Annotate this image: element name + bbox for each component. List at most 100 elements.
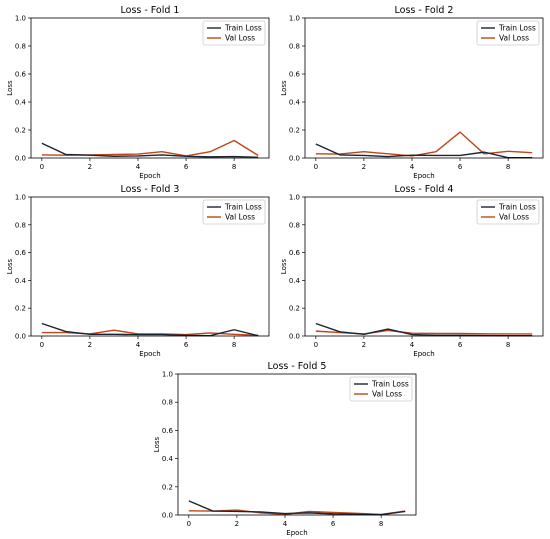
val-loss-line [315,131,533,157]
x-tick-label: 2 [362,341,366,349]
x-tick-label: 0 [187,520,191,528]
y-tick-label: 0.2 [289,127,300,135]
y-axis-label: Loss [153,436,161,452]
legend-label-val: Val Loss [499,213,529,222]
y-tick-label: 0.6 [15,249,27,257]
y-tick-label: 0.8 [15,43,26,51]
plot-frame [177,373,417,516]
y-tick-label: 0.8 [162,399,173,407]
y-tick-label: 0.0 [162,512,173,520]
y-tick-label: 1.0 [289,15,300,23]
x-tick-label: 8 [379,520,383,528]
legend-label-train: Train Loss [224,24,262,33]
x-tick-label: 2 [88,341,92,349]
y-tick-label: 0.0 [15,155,26,163]
y-tick-label: 0.0 [289,333,300,341]
plot-frame [304,17,544,159]
x-axis-label: Epoch [413,350,434,358]
y-tick-label: 0.8 [289,43,300,51]
chart-panel-fold-2: Loss - Fold 2 0.0 0.2 0.4 0.6 0.8 1.0 0 2 4 6 8 Epoc… [280,5,544,180]
x-tick-label: 6 [184,341,189,349]
train-loss-line [315,143,533,159]
legend-label-train: Train Loss [498,203,536,212]
x-tick-label: 6 [458,341,463,349]
y-axis-label: Loss [6,258,14,274]
legend-box [202,20,266,46]
y-tick-label: 0.6 [162,427,174,435]
x-tick-label: 8 [232,163,236,171]
legend-label-val: Val Loss [499,34,529,43]
train-loss-line [188,500,406,516]
legend-box [476,199,540,225]
x-tick-label: 0 [40,163,44,171]
x-axis-label: Epoch [413,172,434,180]
x-tick-label: 2 [235,520,239,528]
x-tick-label: 4 [136,341,141,349]
x-tick-label: 2 [88,163,92,171]
chart-title: Loss - Fold 5 [268,361,327,372]
x-tick-label: 8 [506,163,510,171]
y-axis-label: Loss [280,258,288,274]
x-tick-label: 6 [331,520,336,528]
legend-box [202,199,266,225]
x-axis-label: Epoch [286,529,307,537]
y-axis-label: Loss [6,80,14,96]
x-axis-label: Epoch [139,350,160,358]
y-tick-label: 1.0 [289,194,300,202]
y-tick-label: 1.0 [15,15,26,23]
x-tick-label: 8 [232,341,236,349]
x-axis-label: Epoch [139,172,160,180]
y-tick-label: 0.2 [15,127,26,135]
chart-title: Loss - Fold 3 [121,184,180,195]
y-axis-label: Loss [280,80,288,96]
x-tick-label: 2 [362,163,366,171]
plot-frame [30,17,270,159]
y-tick-label: 0.6 [15,71,27,79]
legend-label-val: Val Loss [225,213,255,222]
chart-title: Loss - Fold 2 [395,5,454,16]
chart-panel-fold-1: Loss - Fold 1 0.0 0.2 0.4 0.6 0.8 1.0 0 2 4 6 8 Epoc… [6,5,270,180]
y-tick-label: 0.8 [289,221,300,229]
y-tick-label: 0.4 [289,277,301,285]
x-tick-label: 4 [136,163,141,171]
plot-frame [30,196,270,337]
y-tick-label: 0.4 [15,99,27,107]
x-tick-label: 0 [314,341,318,349]
y-tick-label: 0.4 [15,277,27,285]
legend-label-val: Val Loss [372,390,402,399]
legend-label-train: Train Loss [224,203,262,212]
legend-label-train: Train Loss [498,24,536,33]
legend-label-train: Train Loss [371,380,409,389]
y-tick-label: 0.0 [289,155,300,163]
legend-label-val: Val Loss [225,34,255,43]
chart-panel-fold-5: Loss - Fold 5 0.0 0.2 0.4 0.6 0.8 1.0 0 2 4 6 8 Epoc… [153,361,417,537]
y-tick-label: 0.2 [289,305,300,313]
y-tick-label: 0.4 [162,455,174,463]
y-tick-label: 1.0 [162,371,173,379]
legend-box [476,20,540,46]
chart-panel-fold-3: Loss - Fold 3 0.0 0.2 0.4 0.6 0.8 1.0 0 2 4 6 8 Epoc… [6,184,270,358]
x-tick-label: 4 [410,341,415,349]
chart-panel-fold-4: Loss - Fold 4 0.0 0.2 0.4 0.6 0.8 1.0 0 2 4 6 8 Epoc… [280,184,544,358]
y-tick-label: 0.0 [15,333,26,341]
x-tick-label: 6 [458,163,463,171]
plot-frame [304,196,544,337]
y-tick-label: 0.2 [162,483,173,491]
x-tick-label: 6 [184,163,189,171]
y-tick-label: 0.6 [289,71,301,79]
train-loss-line [41,322,259,337]
x-tick-label: 4 [283,520,288,528]
y-tick-label: 1.0 [15,194,26,202]
train-loss-line [41,142,259,158]
chart-title: Loss - Fold 1 [121,5,180,16]
chart-title: Loss - Fold 4 [395,184,454,195]
y-tick-label: 0.8 [15,221,26,229]
x-tick-label: 0 [40,341,44,349]
legend-box [349,376,413,402]
